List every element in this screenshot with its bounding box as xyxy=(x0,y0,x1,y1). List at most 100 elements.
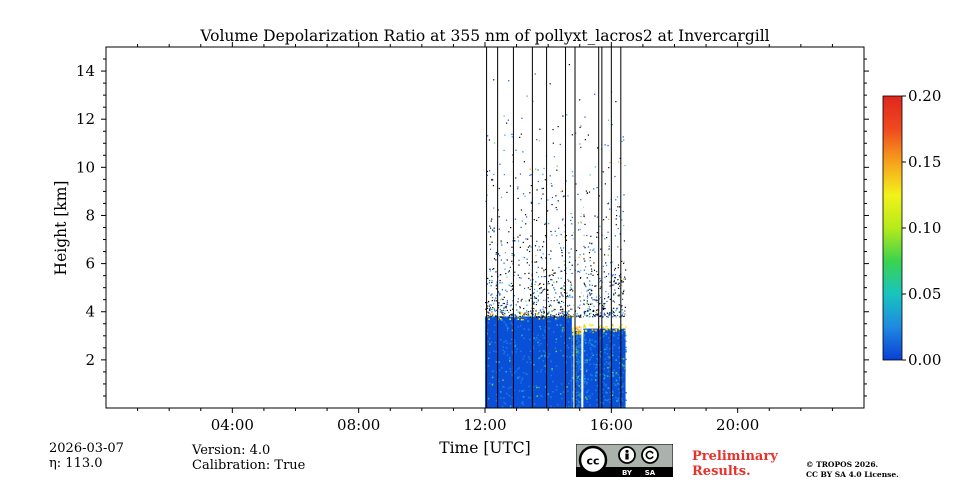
aerosol-pixel xyxy=(559,312,562,314)
boundary-layer-pixel xyxy=(574,369,577,371)
boundary-layer-pixel xyxy=(607,356,610,358)
aerosol-pixel xyxy=(570,284,572,286)
aerosol-pixel xyxy=(547,293,549,296)
aerosol-pixel xyxy=(592,316,594,318)
boundary-layer-pixel xyxy=(538,357,540,360)
boundary-layer-pixel xyxy=(586,328,588,331)
layer-top-pixel xyxy=(606,328,609,331)
aerosol-pixel xyxy=(542,173,544,175)
boundary-layer-pixel xyxy=(580,364,582,367)
aerosol-pixel xyxy=(572,238,574,240)
aerosol-pixel xyxy=(500,316,502,318)
aerosol-pixel xyxy=(517,186,519,188)
aerosol-pixel xyxy=(517,274,519,276)
aerosol-pixel xyxy=(617,161,620,163)
boundary-layer-pixel xyxy=(584,380,587,383)
boundary-layer-pixel xyxy=(520,382,522,384)
boundary-layer-pixel xyxy=(577,341,579,344)
aerosol-pixel xyxy=(604,314,606,316)
boundary-layer-pixel xyxy=(572,376,574,379)
aerosol-pixel xyxy=(571,134,573,136)
aerosol-pixel xyxy=(535,168,537,170)
boundary-layer-pixel xyxy=(567,320,569,323)
aerosol-pixel xyxy=(593,248,595,250)
aerosol-pixel xyxy=(608,313,610,315)
boundary-layer-pixel xyxy=(621,363,624,366)
aerosol-pixel xyxy=(568,316,570,318)
aerosol-pixel xyxy=(584,116,586,118)
aerosol-pixel xyxy=(622,278,625,280)
aerosol-pixel xyxy=(488,231,490,233)
aerosol-pixel xyxy=(566,311,568,313)
aerosol-pixel xyxy=(580,221,582,223)
aerosol-pixel xyxy=(530,307,533,309)
aerosol-pixel xyxy=(551,185,553,187)
boundary-layer-pixel xyxy=(555,389,558,391)
aerosol-pixel xyxy=(609,312,611,314)
aerosol-pixel xyxy=(510,304,512,306)
aerosol-pixel xyxy=(491,311,493,313)
aerosol-pixel xyxy=(587,246,590,248)
boundary-layer-pixel xyxy=(618,346,621,348)
aerosol-pixel xyxy=(491,179,493,181)
boundary-layer-pixel xyxy=(571,345,574,348)
x-tick-label: 16:00 xyxy=(590,416,633,434)
aerosol-pixel xyxy=(537,180,539,183)
aerosol-pixel xyxy=(523,307,525,310)
boundary-layer-pixel xyxy=(513,389,515,392)
boundary-layer-pixel xyxy=(560,383,563,385)
aerosol-pixel xyxy=(623,315,625,317)
aerosol-pixel xyxy=(525,238,527,240)
aerosol-pixel xyxy=(585,286,587,288)
aerosol-pixel xyxy=(579,296,581,298)
boundary-layer-pixel xyxy=(515,351,518,353)
colorbar-tick-label: 0.10 xyxy=(908,219,941,237)
aerosol-pixel xyxy=(519,307,521,309)
aerosol-pixel xyxy=(579,143,581,145)
aerosol-pixel xyxy=(547,297,549,299)
aerosol-pixel xyxy=(617,227,619,230)
layer-top-pixel xyxy=(577,330,579,333)
boundary-layer-pixel xyxy=(509,357,511,360)
aerosol-pixel xyxy=(506,259,508,261)
aerosol-pixel xyxy=(495,271,497,273)
boundary-layer-pixel xyxy=(583,375,586,377)
aerosol-pixel xyxy=(622,281,624,283)
aerosol-pixel xyxy=(522,316,524,318)
layer-top-pixel xyxy=(572,327,575,330)
aerosol-pixel xyxy=(502,298,504,301)
boundary-layer-pixel xyxy=(576,342,578,345)
aerosol-pixel xyxy=(622,290,625,293)
aerosol-pixel xyxy=(543,269,545,271)
aerosol-pixel xyxy=(585,314,587,316)
aerosol-pixel xyxy=(533,291,535,294)
aerosol-pixel xyxy=(570,308,572,310)
boundary-layer-pixel xyxy=(596,357,598,360)
boundary-layer-pixel xyxy=(619,362,621,364)
y-tick-label: 12 xyxy=(76,110,95,128)
aerosol-pixel xyxy=(618,215,621,217)
aerosol-pixel xyxy=(579,315,581,317)
aerosol-pixel xyxy=(570,288,572,290)
boundary-layer-pixel xyxy=(577,381,579,383)
aerosol-pixel xyxy=(613,284,615,286)
boundary-layer-pixel xyxy=(609,398,611,400)
boundary-layer-pixel xyxy=(604,363,606,366)
aerosol-pixel xyxy=(543,299,545,302)
aerosol-pixel xyxy=(596,313,598,315)
boundary-layer-pixel xyxy=(611,374,614,376)
aerosol-pixel xyxy=(530,246,532,248)
aerosol-pixel xyxy=(528,314,530,316)
boundary-layer-pixel xyxy=(624,369,627,372)
aerosol-pixel xyxy=(583,215,585,218)
aerosol-pixel xyxy=(583,303,585,305)
boundary-layer-pixel xyxy=(603,383,605,385)
boundary-layer-pixel xyxy=(526,361,529,364)
boundary-layer-pixel xyxy=(603,334,605,337)
boundary-layer-pixel xyxy=(562,327,564,329)
boundary-layer-pixel xyxy=(514,345,516,348)
boundary-layer-pixel xyxy=(599,364,601,366)
boundary-layer-pixel xyxy=(584,359,586,361)
aerosol-pixel xyxy=(489,303,491,306)
